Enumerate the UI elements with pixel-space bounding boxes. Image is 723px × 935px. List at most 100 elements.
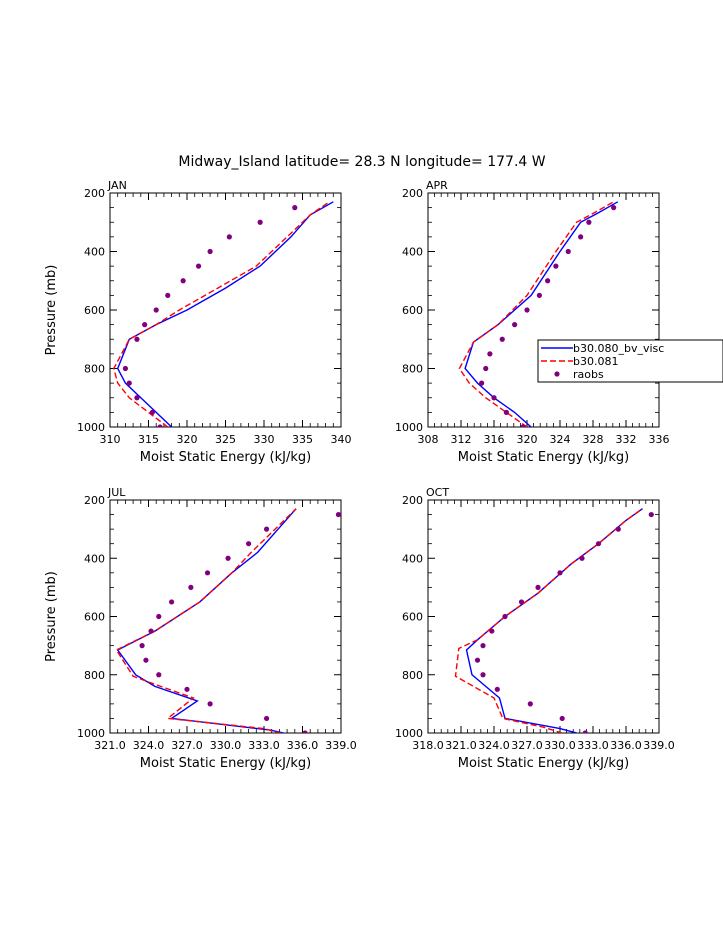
y-tick-label: 1000 xyxy=(77,727,105,740)
series-b30-081-line xyxy=(458,201,614,427)
raobs-point xyxy=(165,292,171,298)
raobs-point xyxy=(518,599,525,605)
raobs-point xyxy=(586,219,592,225)
raobs-point xyxy=(480,643,486,649)
x-tick-label: 333.0 xyxy=(248,739,280,752)
x-tick-label: 328 xyxy=(583,433,604,446)
raobs-point xyxy=(226,234,232,240)
raobs-point xyxy=(595,541,602,547)
y-tick-label: 800 xyxy=(84,363,105,376)
series-group xyxy=(458,201,619,427)
x-tick-label: 330.0 xyxy=(544,739,576,752)
series-b30-081-line xyxy=(115,508,297,733)
raobs-point xyxy=(207,701,213,707)
x-tick-label: 310 xyxy=(100,433,121,446)
raobs-point xyxy=(335,511,341,518)
legend-entry: raobs xyxy=(554,368,604,381)
panel-apr: APR 308 312 316 320 324 328 332 336 200 400 600 800 1… xyxy=(395,179,670,465)
x-tick-label: 321.0 xyxy=(94,739,126,752)
x-tick-label: 318.0 xyxy=(412,739,444,752)
y-tick-label: 400 xyxy=(402,552,423,565)
raobs-point xyxy=(489,628,495,634)
x-tick-label: 336 xyxy=(649,433,670,446)
y-tick-label: 1000 xyxy=(77,421,105,434)
y-tick-label: 200 xyxy=(84,187,105,200)
raobs-point xyxy=(143,657,149,663)
panel-label: OCT xyxy=(426,486,449,499)
raobs-point xyxy=(474,657,481,663)
raobs-point xyxy=(491,395,497,401)
raobs-point xyxy=(188,584,194,590)
x-tick-label: 324.0 xyxy=(133,739,165,752)
x-tick-label: 325 xyxy=(215,433,236,446)
panels-group: JAN 310 315 320 325 330 335 340 200 400 600 800 1000… xyxy=(44,179,675,771)
x-tick-label: 330.0 xyxy=(210,739,242,752)
x-tick-label: 321.0 xyxy=(445,739,477,752)
x-tick-label: 327.0 xyxy=(171,739,203,752)
raobs-point xyxy=(126,380,132,386)
x-tick-label: 332 xyxy=(616,433,637,446)
series-b30-080-bv-visc-line xyxy=(116,508,297,733)
series-group xyxy=(113,201,334,427)
raobs-point xyxy=(648,511,654,518)
raobs-point xyxy=(520,424,526,427)
x-tick-label: 327.0 xyxy=(511,739,543,752)
figure-title: Midway_Island latitude= 28.3 N longitude… xyxy=(178,154,545,170)
plot-frame xyxy=(109,499,342,734)
x-tick-label: 336.0 xyxy=(287,739,319,752)
x-tick-label: 315 xyxy=(138,433,159,446)
y-tick-label: 600 xyxy=(402,611,423,624)
raobs-point xyxy=(207,248,213,255)
raobs-point xyxy=(502,613,508,620)
raobs-point xyxy=(263,526,270,532)
raobs-point xyxy=(149,409,155,415)
legend-entry: b30.081 xyxy=(541,355,618,368)
raobs-point xyxy=(257,219,263,225)
x-tick-label: 339.0 xyxy=(643,739,675,752)
legend-swatch-dot xyxy=(554,371,560,377)
y-tick-label: 400 xyxy=(84,552,105,565)
y-tick-label: 600 xyxy=(402,304,423,317)
x-axis-title: Moist Static Energy (kJ/kg) xyxy=(458,756,629,771)
raobs-point xyxy=(479,380,485,386)
raobs-point xyxy=(553,263,559,269)
x-tick-label: 324.0 xyxy=(478,739,510,752)
raobs-point xyxy=(545,278,551,284)
raobs-point xyxy=(302,730,308,733)
raobs-point xyxy=(527,701,533,707)
x-tick-label: 335 xyxy=(292,433,313,446)
raobs-point xyxy=(122,365,128,372)
x-tick-label: 333.0 xyxy=(577,739,609,752)
y-tick-label: 800 xyxy=(402,363,423,376)
x-axis-title: Moist Static Energy (kJ/kg) xyxy=(140,756,311,771)
series-b30-080-bv-visc-line xyxy=(116,201,334,427)
panel-jan: JAN 310 315 320 325 330 335 340 200 400 600 800 1000… xyxy=(44,179,352,465)
plot-frame xyxy=(427,499,660,734)
y-tick-label: 400 xyxy=(402,246,423,259)
x-tick-label: 330 xyxy=(254,433,275,446)
y-tick-label: 200 xyxy=(402,494,423,507)
raobs-point xyxy=(263,715,270,722)
panel-label: JUL xyxy=(107,486,126,499)
raobs-point xyxy=(169,599,175,605)
raobs-point xyxy=(499,336,505,342)
legend-label: b30.080_bv_visc xyxy=(573,342,664,355)
raobs-point xyxy=(157,424,163,427)
plot-frame xyxy=(427,192,660,428)
series-b30-081-line xyxy=(113,201,330,427)
raobs-point xyxy=(139,643,145,649)
x-tick-label: 320 xyxy=(177,433,198,446)
series-group xyxy=(115,508,341,733)
x-axis-title: Moist Static Energy (kJ/kg) xyxy=(458,450,629,465)
raobs-point xyxy=(180,278,186,284)
y-axis-title: Pressure (mb) xyxy=(44,571,59,662)
x-tick-label: 340 xyxy=(331,433,352,446)
series-b30-080-bv-visc-line xyxy=(464,201,619,427)
raobs-point xyxy=(134,395,140,401)
x-tick-label: 339.0 xyxy=(325,739,357,752)
raobs-point xyxy=(536,292,542,298)
y-tick-label: 600 xyxy=(84,611,105,624)
raobs-point xyxy=(195,263,202,269)
x-tick-label: 324 xyxy=(550,433,571,446)
raobs-point xyxy=(153,307,159,313)
